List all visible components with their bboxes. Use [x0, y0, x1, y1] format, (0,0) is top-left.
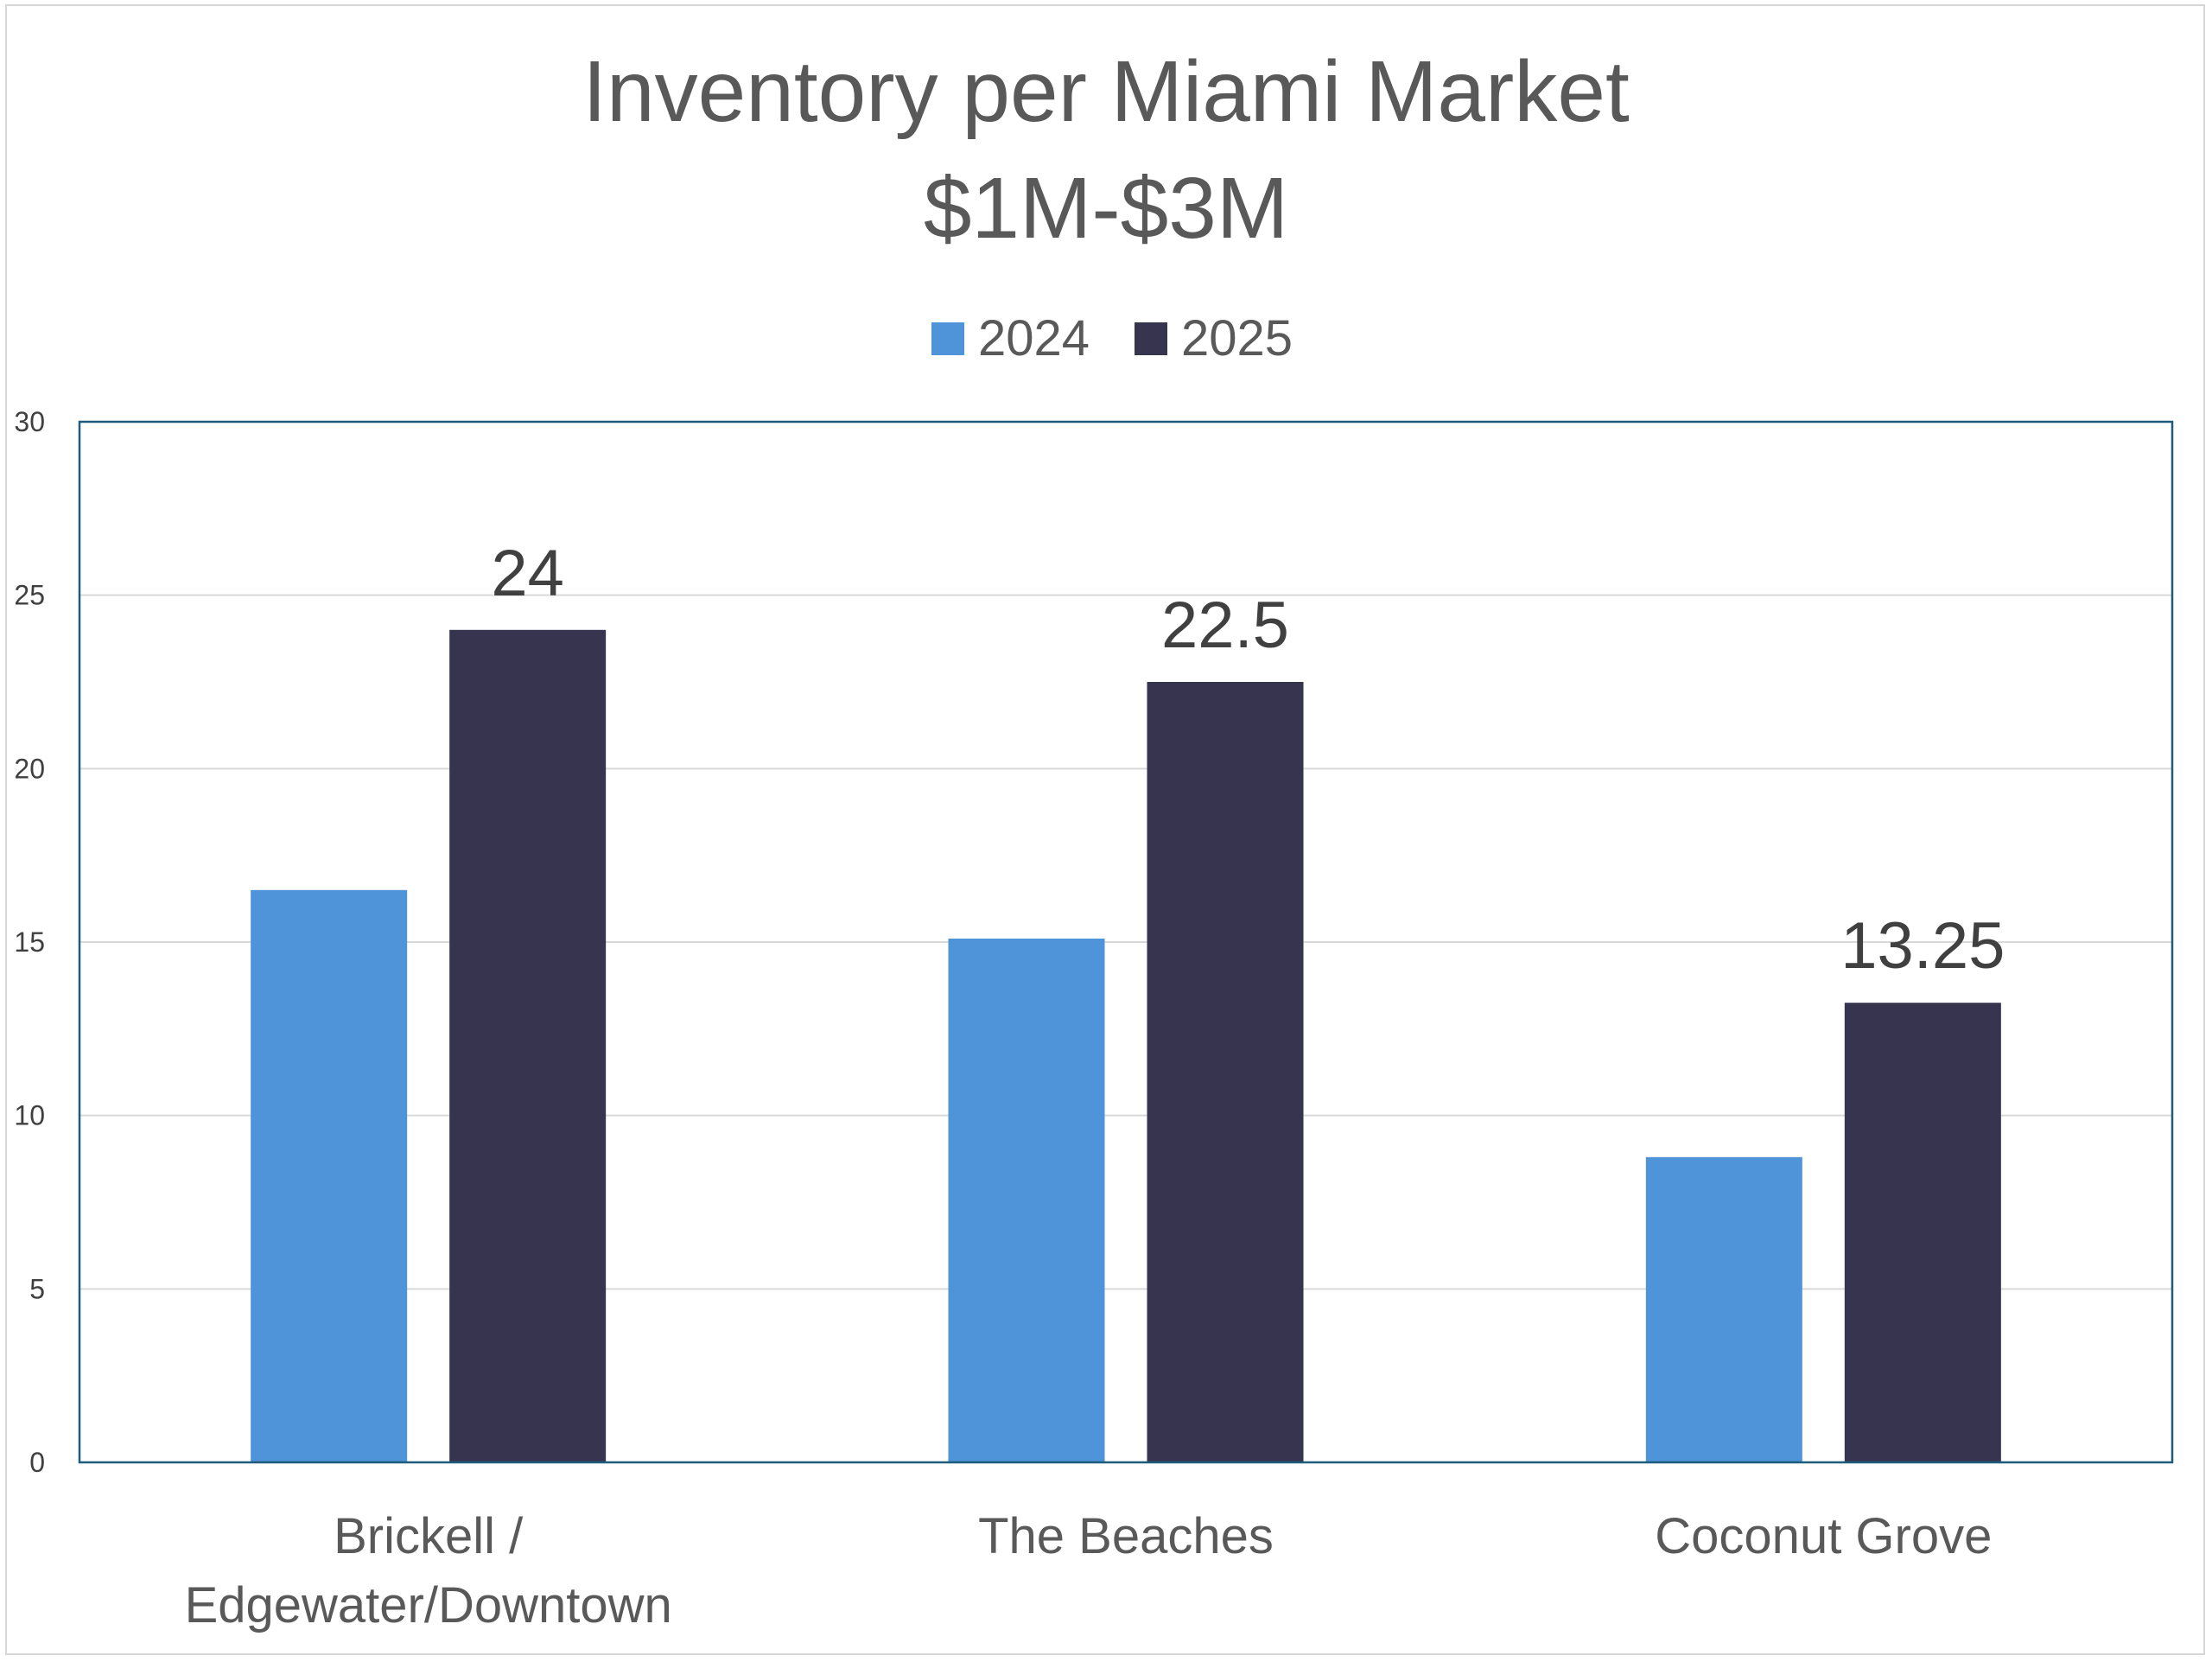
x-axis-labels: Brickell / Edgewater/Downtown The Beaches C… [185, 1508, 1993, 1633]
data-labels: 24 22.5 13.25 [491, 537, 2005, 983]
bar-2024-0 [251, 889, 408, 1462]
legend: 2024 2025 [931, 310, 1293, 366]
bar-2025-0 [449, 629, 607, 1462]
y-tick-label-10: 10 [14, 1100, 45, 1131]
y-tick-label-20: 20 [14, 753, 45, 784]
legend-swatch-2025 [1135, 322, 1167, 355]
x-category-label-0-line-1: Edgewater/Downtown [185, 1577, 672, 1633]
y-axis-ticks: 0 5 10 15 20 25 30 [14, 406, 45, 1478]
bar-2024-1 [948, 938, 1105, 1462]
chart-subtitle: $1M-$3M [924, 160, 1288, 257]
data-label-2025-0: 24 [491, 537, 564, 610]
y-tick-label-30: 30 [14, 406, 45, 437]
plot-area-border [78, 420, 2174, 1464]
bars [251, 629, 2001, 1462]
bar-2025-1 [1147, 682, 1304, 1462]
legend-swatch-2024 [931, 322, 964, 355]
y-tick-label-0: 0 [29, 1447, 45, 1478]
y-tick-label-5: 5 [29, 1273, 45, 1304]
bar-2024-2 [1645, 1156, 1802, 1462]
x-category-label-1-line-0: The Beaches [978, 1508, 1274, 1564]
x-category-label-2-line-0: Coconut Grove [1655, 1508, 1992, 1564]
y-tick-label-15: 15 [14, 927, 45, 958]
x-category-label-0-line-0: Brickell / [334, 1508, 524, 1564]
gridlines [79, 594, 2172, 1290]
y-tick-label-25: 25 [14, 580, 45, 611]
bar-2025-2 [1844, 1003, 2001, 1462]
chart-title: Inventory per Miami Market [582, 43, 1630, 140]
legend-label-2024: 2024 [978, 310, 1090, 366]
data-label-2025-2: 13.25 [1840, 909, 2005, 983]
data-label-2025-1: 22.5 [1161, 589, 1289, 662]
legend-label-2025: 2025 [1181, 310, 1293, 366]
